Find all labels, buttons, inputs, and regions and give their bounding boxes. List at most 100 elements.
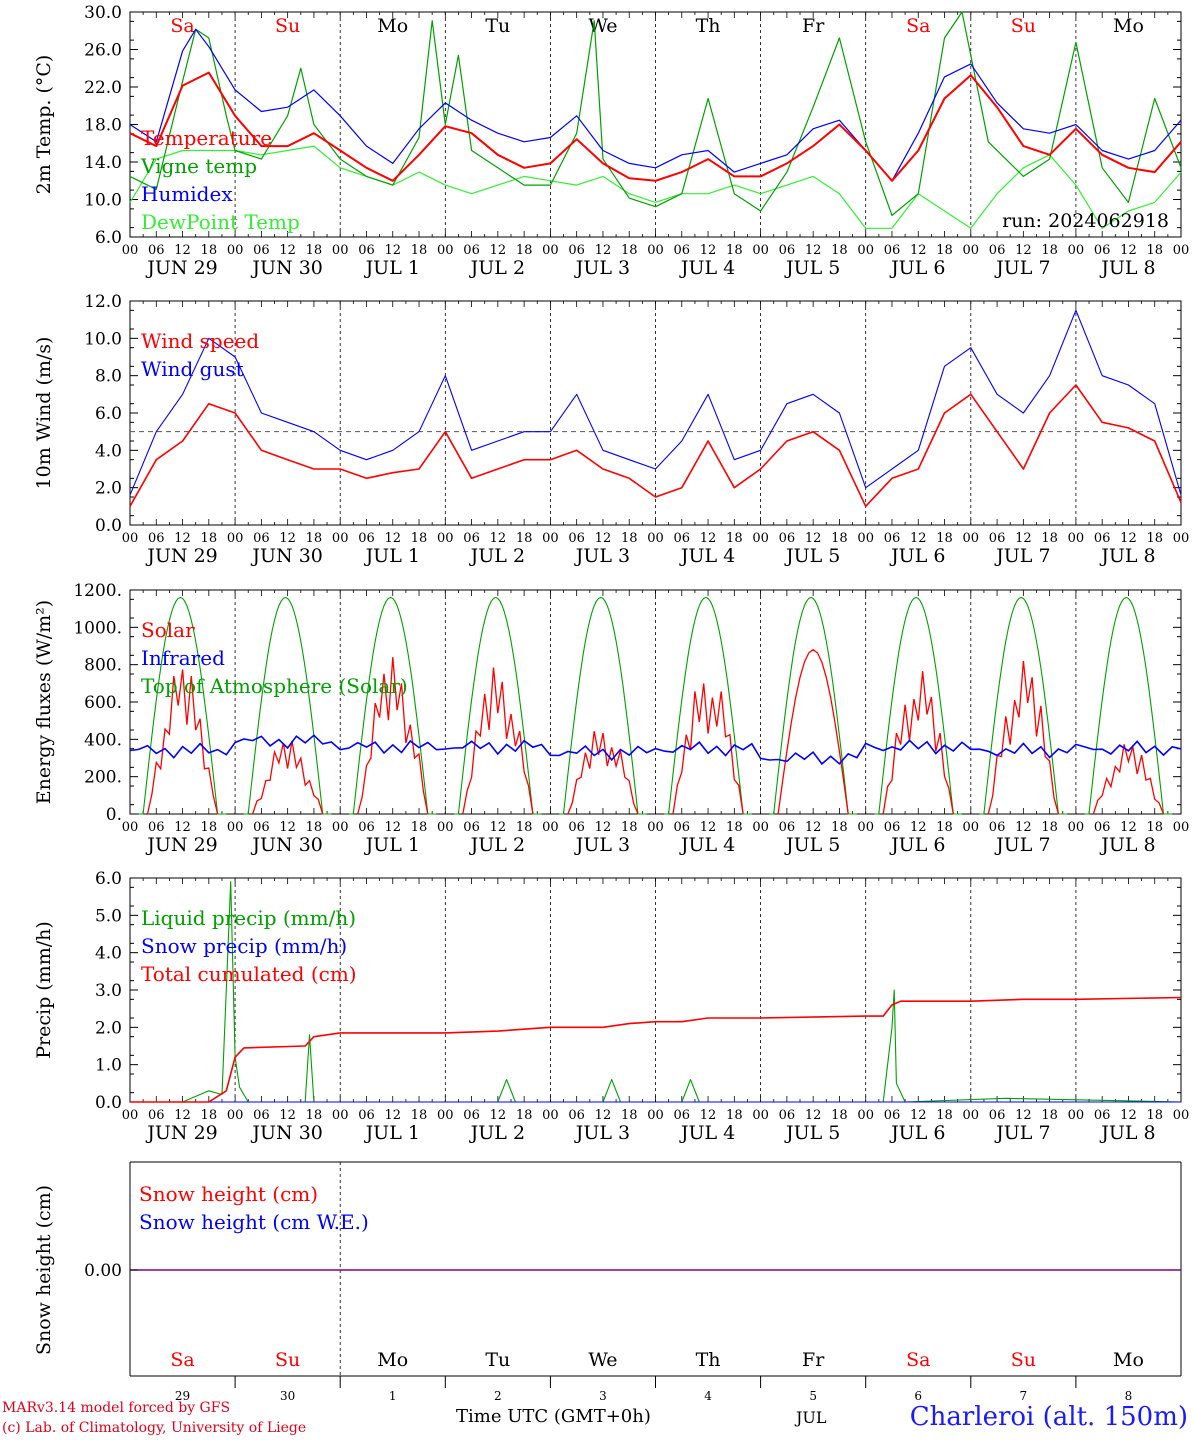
hour-tick-label: 12	[910, 243, 927, 258]
hour-tick-label: 00	[437, 243, 454, 258]
hour-tick-label: 18	[621, 531, 638, 546]
day-number-label: 4	[704, 1389, 712, 1403]
hour-tick-label: 18	[726, 243, 743, 258]
hour-tick-label: 06	[253, 243, 270, 258]
hour-tick-label: 18	[306, 820, 323, 835]
day-label: JUL 1	[364, 545, 420, 567]
hour-tick-label: 00	[332, 820, 349, 835]
hour-tick-label: 00	[1173, 820, 1190, 835]
series-infrared	[129, 734, 1182, 766]
hour-tick-label: 12	[490, 1108, 507, 1123]
hour-tick-label: 06	[674, 243, 691, 258]
hour-tick-label: 00	[857, 1108, 874, 1123]
hour-tick-label: 06	[358, 1108, 375, 1123]
y-tick-label: 1000.	[73, 618, 122, 638]
day-label: JUL 4	[679, 1122, 735, 1144]
day-label: JUL 8	[1099, 1122, 1155, 1144]
hour-tick-label: 12	[1015, 1108, 1032, 1123]
series-humidex	[129, 28, 1182, 182]
hour-tick-label: 00	[752, 243, 769, 258]
hour-tick-label: 06	[674, 820, 691, 835]
hour-tick-label: 18	[201, 531, 218, 546]
y-tick-label: 2.0	[95, 1018, 122, 1038]
day-label: JUL 6	[889, 545, 945, 567]
series-solar	[146, 648, 1165, 815]
hour-tick-label: 18	[1146, 1108, 1163, 1123]
hour-tick-label: 12	[1120, 243, 1137, 258]
y-tick-label: 0.0	[95, 516, 122, 536]
day-label: JUL 3	[574, 1122, 630, 1144]
hour-tick-label: 00	[1068, 820, 1085, 835]
hour-tick-label: 06	[779, 243, 796, 258]
hour-tick-label: 18	[831, 1108, 848, 1123]
hour-tick-label: 18	[726, 1108, 743, 1123]
y-tick-label: 6.0	[95, 869, 122, 889]
y-tick-label: 200.	[84, 768, 122, 788]
panel-frame-0	[129, 11, 1182, 238]
hour-tick-label: 00	[1068, 1108, 1085, 1123]
hour-tick-label: 00	[437, 531, 454, 546]
hour-tick-label: 06	[358, 531, 375, 546]
day-number-label: 8	[1125, 1389, 1133, 1403]
hour-tick-label: 00	[332, 243, 349, 258]
hour-tick-label: 12	[279, 531, 296, 546]
hour-tick-label: 18	[1041, 820, 1058, 835]
hour-tick-label: 18	[516, 1108, 533, 1123]
weekday-label-bottom: Sa	[906, 1349, 930, 1371]
y-tick-label: 6.0	[95, 228, 122, 248]
series-toa-solar	[138, 596, 1173, 815]
day-label: JUL 6	[889, 257, 945, 279]
day-number-label: 5	[809, 1389, 817, 1403]
y-tick-label: 1.0	[95, 1056, 122, 1076]
day-label: JUL 1	[364, 257, 420, 279]
y-tick-label: 26.0	[84, 41, 122, 61]
day-label: JUL 4	[679, 834, 735, 856]
hour-tick-label: 06	[884, 1108, 901, 1123]
hour-tick-label: 12	[1015, 820, 1032, 835]
hour-tick-label: 00	[857, 820, 874, 835]
hour-tick-label: 00	[122, 820, 139, 835]
y-tick-label: 4.0	[95, 441, 122, 461]
day-label: JUL 6	[889, 834, 945, 856]
x-axis-label: Time UTC (GMT+0h)	[456, 1406, 651, 1427]
series-wind-speed	[129, 384, 1182, 508]
hour-tick-label: 18	[1041, 531, 1058, 546]
hour-tick-label: 18	[306, 243, 323, 258]
weekday-label: Sa	[170, 15, 194, 37]
hour-tick-label: 12	[700, 243, 717, 258]
hour-tick-label: 18	[1041, 1108, 1058, 1123]
day-label: JUN 29	[145, 1122, 217, 1144]
hour-tick-label: 18	[1146, 243, 1163, 258]
hour-tick-label: 06	[779, 1108, 796, 1123]
panel-frame-2	[129, 589, 1182, 815]
hour-tick-label: 06	[1094, 243, 1111, 258]
model-credit: MARv3.14 model forced by GFS	[2, 1400, 231, 1416]
hour-tick-label: 12	[279, 243, 296, 258]
day-label: JUL 8	[1099, 545, 1155, 567]
day-number-label: 1	[389, 1389, 397, 1403]
hour-tick-label: 18	[936, 820, 953, 835]
hour-tick-label: 12	[1120, 531, 1137, 546]
hour-tick-label: 12	[910, 1108, 927, 1123]
hour-tick-label: 06	[148, 531, 165, 546]
hour-tick-label: 18	[411, 531, 428, 546]
hour-tick-label: 06	[253, 1108, 270, 1123]
legend-wind-1: Wind gust	[141, 357, 244, 381]
day-label: JUL 7	[994, 257, 1050, 279]
day-label: JUL 7	[994, 545, 1050, 567]
y-axis-label-0: 2m Temp. (°C)	[33, 55, 55, 195]
y-tick-label: 600.	[84, 693, 122, 713]
y-tick-label: 0.	[106, 805, 122, 825]
hour-tick-label: 06	[568, 820, 585, 835]
hour-tick-label: 00	[1173, 531, 1190, 546]
y-tick-label: 22.0	[84, 78, 122, 98]
legend-temp-3: DewPoint Temp	[141, 210, 300, 234]
hour-tick-label: 06	[358, 243, 375, 258]
hour-tick-label: 12	[595, 531, 612, 546]
y-tick-label: 4.0	[95, 944, 122, 964]
series-wind-gust	[129, 309, 1182, 496]
legend-snow-0: Snow height (cm)	[139, 1182, 318, 1206]
hour-tick-label: 12	[1015, 531, 1032, 546]
weekday-label: Tu	[485, 15, 510, 37]
hour-tick-label: 12	[174, 1108, 191, 1123]
